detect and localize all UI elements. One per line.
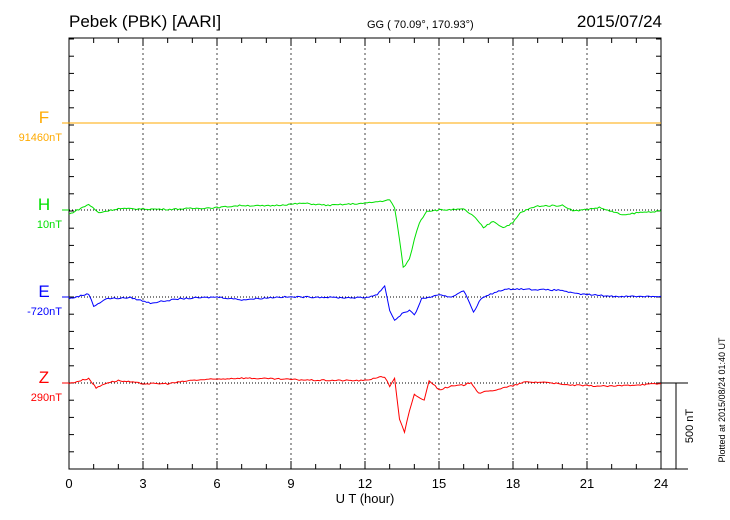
date-label: 2015/07/24 (577, 12, 662, 31)
series-baseline-e: -720nT (27, 306, 62, 318)
trace-e (68, 284, 662, 322)
series-baseline-h: 10nT (37, 219, 62, 231)
series-name-e: E (38, 282, 49, 301)
series-baseline-z: 290nT (31, 392, 62, 404)
scale-bar-label: 500 nT (684, 409, 696, 444)
x-tick-label: 0 (65, 476, 72, 491)
x-tick-label: 6 (213, 476, 220, 491)
x-axis-label: U T (hour) (336, 491, 395, 506)
x-tick-label: 3 (139, 476, 146, 491)
x-tick-label: 15 (432, 476, 446, 491)
series-baseline-f: 91460nT (19, 132, 63, 144)
x-tick-label: 9 (287, 476, 294, 491)
grid (69, 38, 661, 469)
trace-z (68, 375, 661, 435)
series-name-z: Z (39, 368, 49, 387)
x-tick-label: 12 (358, 476, 372, 491)
x-tick-label: 18 (506, 476, 520, 491)
series-name-f: F (39, 108, 49, 127)
axis-ticks (68, 38, 662, 470)
trace-h (68, 199, 662, 269)
station-coordinates: GG ( 70.09°, 170.93°) (367, 19, 474, 31)
series-labels: F 91460nT H 10nT E -720nT Z 290nT (19, 108, 69, 404)
station-title: Pebek (PBK) [AARI] (69, 12, 221, 31)
series-name-h: H (38, 195, 50, 214)
scale-bar: 500 nT (661, 382, 696, 470)
traces (68, 122, 662, 435)
x-tick-label: 24 (654, 476, 668, 491)
plotted-timestamp: Plotted at 2015/08/24 01:40 UT (717, 337, 727, 463)
x-tick-label: 21 (580, 476, 594, 491)
